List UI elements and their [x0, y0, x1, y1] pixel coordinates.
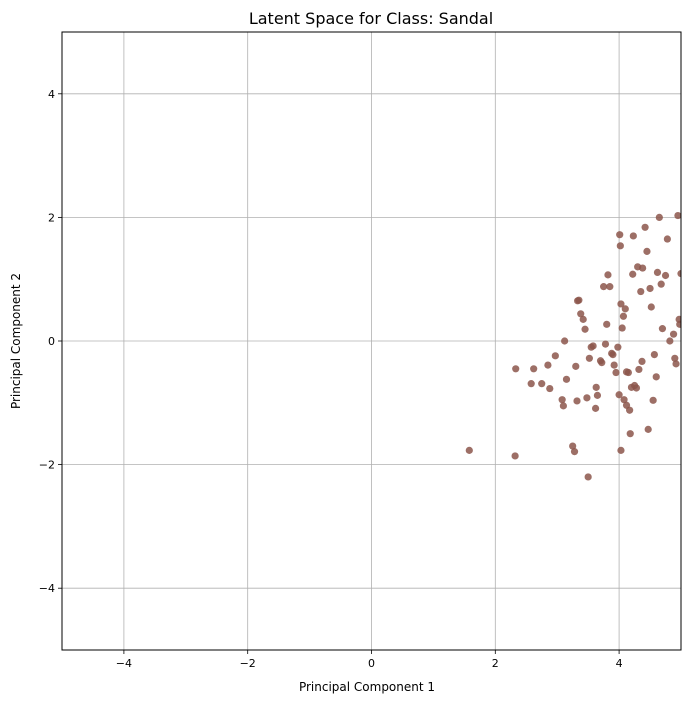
scatter-point — [643, 247, 651, 255]
scatter-point — [614, 343, 622, 351]
y-axis-ticks: −4 −2 0 2 4 — [39, 88, 62, 595]
scatter-point — [615, 391, 623, 399]
scatter-point — [572, 362, 580, 370]
scatter-point — [616, 231, 624, 239]
scatter-point — [641, 223, 649, 231]
x-axis-label: Principal Component 1 — [299, 680, 435, 694]
scatter-point — [606, 283, 614, 291]
x-axis-ticks: −4 −2 0 2 4 — [116, 650, 623, 670]
scatter-point — [616, 242, 624, 250]
scatter-point — [591, 404, 600, 412]
x-tick-label: 4 — [616, 657, 623, 670]
x-tick-label: −2 — [240, 657, 256, 670]
scatter-point — [629, 270, 637, 278]
scatter-point — [585, 354, 593, 362]
scatter-point — [569, 442, 577, 450]
scatter-point — [600, 283, 608, 291]
scatter-point — [676, 320, 681, 328]
y-tick-label: 2 — [48, 211, 55, 224]
scatter-point — [674, 211, 681, 220]
scatter-point — [666, 337, 674, 345]
scatter-point — [650, 350, 658, 359]
scatter-point — [671, 354, 679, 362]
scatter-point — [626, 430, 634, 438]
scatter-point — [596, 357, 605, 365]
scatter-point — [677, 270, 681, 278]
scatter-point — [527, 380, 535, 388]
scatter-point — [512, 365, 520, 373]
scatter-point — [637, 287, 645, 296]
scatter-point — [575, 296, 583, 304]
scatter-point — [579, 315, 587, 323]
scatter-point — [635, 365, 643, 374]
scatter-point — [619, 312, 628, 320]
scatter-point — [657, 280, 665, 288]
scatter-point — [538, 380, 546, 388]
scatter-point — [672, 360, 680, 368]
scatter-point — [655, 213, 663, 221]
x-tick-label: 0 — [368, 657, 375, 670]
y-axis-label: Principal Component 2 — [9, 273, 23, 409]
scatter-point — [584, 473, 592, 481]
scatter-point — [629, 232, 637, 240]
scatter-point — [610, 361, 618, 369]
scatter-point — [577, 310, 585, 318]
scatter-point — [546, 384, 554, 393]
scatter-point — [653, 268, 662, 277]
chart-title: Latent Space for Class: Sandal — [249, 9, 493, 28]
scatter-point — [573, 397, 581, 405]
scatter-point — [562, 375, 571, 383]
scatter-point — [612, 368, 620, 377]
y-tick-label: 4 — [48, 88, 55, 101]
scatter-point — [669, 330, 678, 338]
scatter-point — [646, 284, 654, 293]
scatter-point — [649, 396, 657, 404]
grid-lines — [62, 32, 681, 650]
scatter-point — [618, 324, 626, 332]
scatter-points — [465, 211, 681, 481]
scatter-point — [617, 446, 625, 454]
scatter-point — [652, 373, 660, 381]
scatter-point — [530, 365, 538, 373]
scatter-point — [658, 325, 667, 333]
scatter-point — [558, 396, 566, 404]
scatter-point — [626, 406, 634, 414]
scatter-point — [544, 361, 552, 369]
scatter-point — [647, 303, 655, 311]
x-tick-label: 2 — [492, 657, 499, 670]
y-tick-label: −4 — [39, 582, 55, 595]
scatter-point — [592, 383, 600, 391]
scatter-point — [551, 352, 559, 360]
scatter-point — [581, 325, 589, 333]
scatter-point — [511, 452, 519, 460]
scatter-point — [663, 235, 671, 243]
scatter-point — [621, 305, 629, 313]
scatter-point — [570, 448, 579, 456]
scatter-point — [465, 446, 473, 454]
scatter-point — [630, 381, 639, 390]
scatter-point — [561, 337, 569, 345]
scatter-point — [620, 396, 628, 404]
scatter-point — [604, 271, 612, 279]
scatter-point — [661, 271, 670, 280]
scatter-point — [603, 320, 611, 328]
scatter-point — [593, 391, 602, 399]
y-tick-label: −2 — [39, 459, 55, 472]
scatter-point — [639, 264, 647, 272]
scatter-point — [601, 340, 610, 348]
scatter-point — [638, 357, 646, 365]
y-tick-label: 0 — [48, 335, 55, 348]
scatter-point — [609, 350, 617, 359]
scatter-point — [583, 394, 591, 402]
scatter-point — [622, 368, 631, 376]
scatter-point — [589, 342, 597, 350]
scatter-point — [559, 402, 567, 410]
scatter-point — [617, 300, 625, 308]
scatter-point — [644, 425, 652, 433]
x-tick-label: −4 — [116, 657, 132, 670]
